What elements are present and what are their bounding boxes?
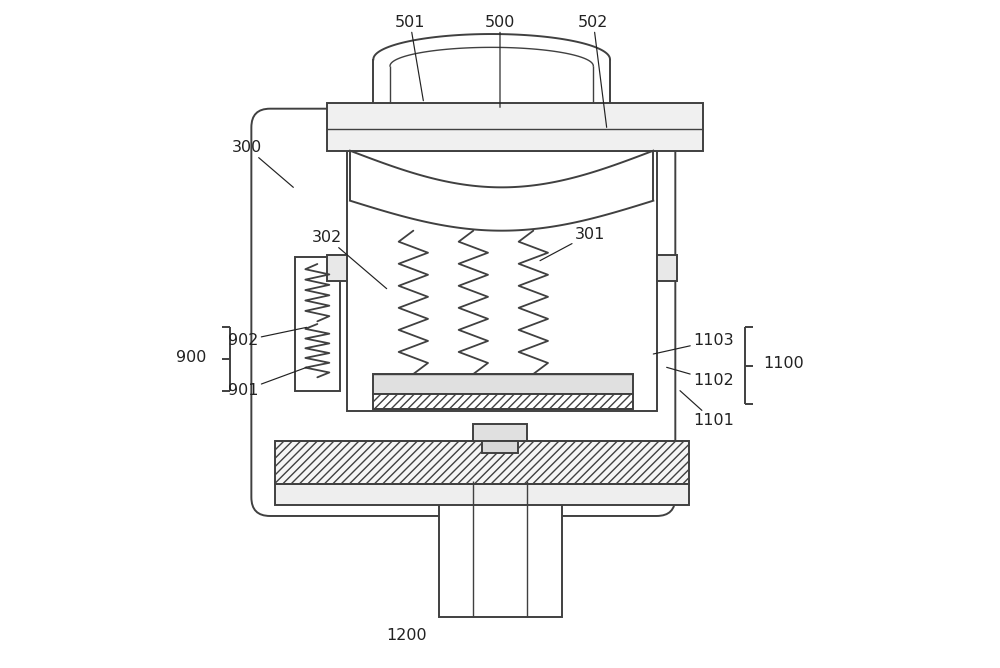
FancyBboxPatch shape — [251, 109, 675, 516]
Bar — [473, 424, 527, 441]
Text: 300: 300 — [232, 140, 293, 187]
Bar — [347, 151, 657, 411]
Text: 502: 502 — [578, 15, 609, 128]
Bar — [327, 103, 703, 151]
Text: 501: 501 — [395, 15, 425, 101]
Text: 301: 301 — [540, 226, 605, 261]
Text: 1102: 1102 — [667, 367, 734, 388]
Text: 500: 500 — [485, 15, 515, 108]
Bar — [439, 481, 562, 617]
Bar — [275, 482, 689, 505]
Text: 900: 900 — [176, 350, 207, 365]
Bar — [373, 374, 633, 394]
Text: 1200: 1200 — [386, 628, 427, 643]
Bar — [327, 255, 347, 281]
Text: 1101: 1101 — [680, 391, 734, 428]
Text: 302: 302 — [312, 230, 387, 289]
Bar — [657, 255, 677, 281]
Bar — [275, 441, 689, 484]
Bar — [482, 441, 518, 453]
Text: 1100: 1100 — [763, 357, 804, 371]
Text: 1103: 1103 — [653, 333, 734, 354]
Bar — [295, 257, 340, 391]
Bar — [373, 394, 633, 409]
Text: 902: 902 — [228, 327, 307, 348]
Text: 901: 901 — [228, 367, 307, 398]
